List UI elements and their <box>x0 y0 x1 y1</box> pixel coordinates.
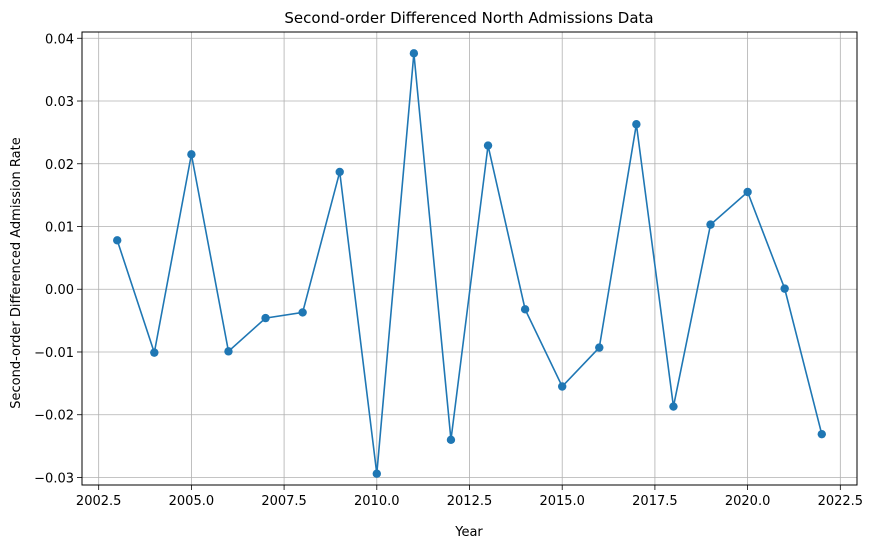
ticks: 2002.5 2005.0 2007.5 2010.0 2012.5 2015.0 2017… <box>34 32 863 509</box>
data-point <box>558 382 567 391</box>
x-tick-label: 2012.5 <box>447 494 493 509</box>
data-point <box>150 348 159 357</box>
x-tick-label: 2020.0 <box>725 494 771 509</box>
data-point <box>298 308 307 317</box>
data-point <box>187 150 196 159</box>
y-tick-label: 0.00 <box>45 283 74 298</box>
data-point <box>113 236 122 245</box>
y-tick-label: 0.02 <box>45 158 74 173</box>
data-point <box>706 220 715 229</box>
y-tick-label: −0.01 <box>34 346 74 361</box>
data-point <box>669 402 678 411</box>
y-tick-label: −0.02 <box>34 409 74 424</box>
data-point <box>372 469 381 478</box>
y-tick-label: 0.04 <box>45 32 74 47</box>
x-tick-label: 2005.0 <box>169 494 215 509</box>
data-point <box>483 141 493 150</box>
data-point <box>780 284 789 293</box>
y-tick-label: −0.03 <box>34 471 74 486</box>
data-point <box>743 187 752 197</box>
data-point <box>261 313 270 323</box>
x-axis-label: Year <box>454 525 483 540</box>
series <box>113 49 826 478</box>
x-tick-label: 2010.0 <box>354 494 400 509</box>
x-tick-label: 2017.5 <box>632 494 678 509</box>
data-point <box>409 49 419 58</box>
chart-title: Second-order Differenced North Admission… <box>284 9 653 27</box>
y-axis-label: Second-order Differenced Admission Rate <box>9 137 24 408</box>
data-point <box>817 429 826 439</box>
data-point <box>224 347 233 356</box>
x-tick-label: 2022.5 <box>818 494 864 509</box>
series-line <box>116 53 823 474</box>
y-tick-label: 0.01 <box>45 221 74 236</box>
x-tick-label: 2002.5 <box>76 494 122 509</box>
data-point <box>335 167 344 177</box>
x-tick-label: 2015.0 <box>539 494 585 509</box>
grid <box>82 32 857 485</box>
y-tick-label: 0.03 <box>45 95 74 110</box>
data-point <box>632 120 641 129</box>
data-point <box>446 435 456 445</box>
x-tick-label: 2007.5 <box>261 494 307 509</box>
data-point <box>520 305 530 314</box>
data-point <box>595 343 604 352</box>
